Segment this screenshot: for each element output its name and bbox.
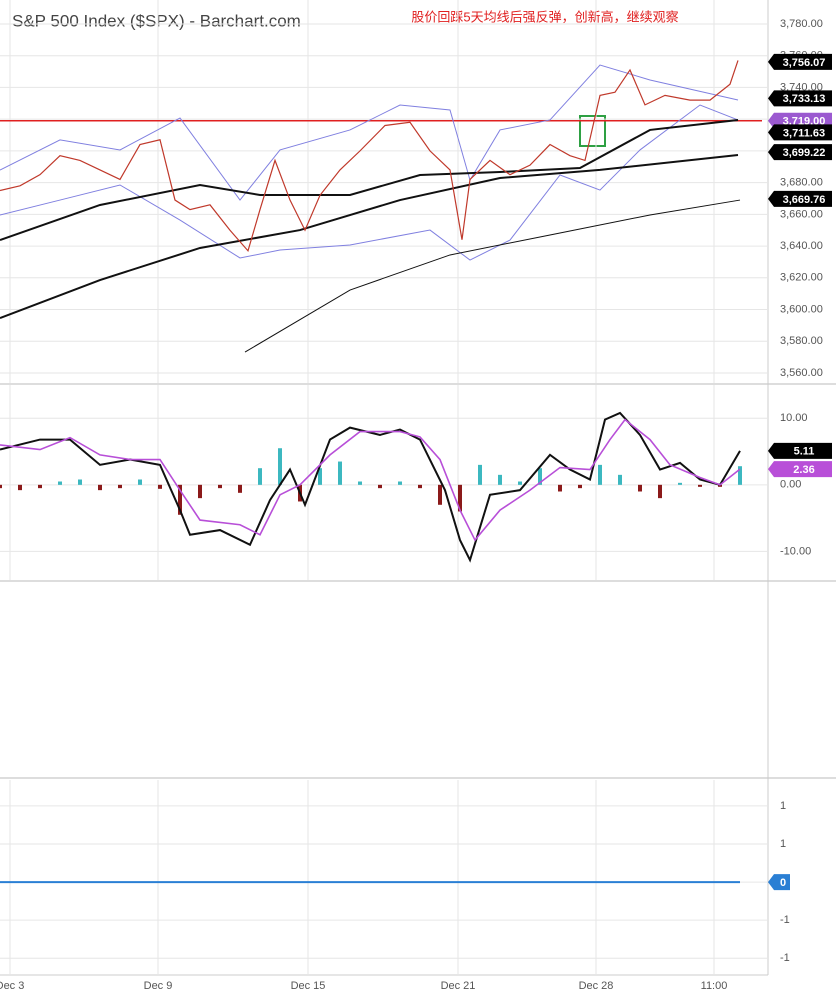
value-tag [768,461,832,478]
histogram-bar [598,464,602,485]
y-tick-label: 3,640.00 [780,240,823,252]
x-tick-label: Dec 28 [579,980,614,992]
y-tick-label: -1 [780,952,790,964]
histogram-bar [538,468,542,485]
histogram-bar [358,481,362,485]
value-tag [768,190,832,207]
x-tick-label: Dec 9 [144,980,173,992]
histogram-bar [0,484,2,489]
histogram-bar [158,484,162,489]
x-tick-label: Dec 15 [291,980,326,992]
histogram-bar [198,484,202,499]
histogram-bar [98,484,102,491]
x-tick-label: Dec 21 [441,980,476,992]
y-tick-label: 10.00 [780,412,808,424]
series-line [0,154,739,320]
value-tag [768,442,832,459]
histogram-bar [398,481,402,485]
histogram-bar [578,484,582,489]
histogram-bar [58,481,62,485]
y-tick-label: 3,580.00 [780,335,823,347]
histogram-bar [78,479,82,485]
value-tag [768,144,832,161]
y-tick-label: 0.00 [780,479,801,491]
y-tick-label: -10.00 [780,545,811,557]
histogram-bar [318,468,322,485]
value-tag-label: 0 [780,877,786,889]
value-tag [768,90,832,107]
histogram-bar [698,484,702,487]
chart-title: S&P 500 Index ($SPX) - Barchart.com [12,11,301,30]
y-tick-label: 3,680.00 [780,177,823,189]
histogram-bar [638,484,642,492]
histogram-bar [138,479,142,485]
series-line [0,118,739,241]
highlight-box [579,115,606,147]
annotation: 股价回踩5天均线后强反弹，创新高，继续观察 [411,9,678,24]
y-tick-label: -1 [780,914,790,926]
y-tick-label: 1 [780,800,786,812]
value-tag-label: 3,756.07 [783,57,826,69]
histogram-bar [218,484,222,489]
histogram-bar [478,464,482,485]
value-tag-label: 3,699.22 [783,147,826,159]
y-tick-label: 3,560.00 [780,367,823,379]
histogram-bar [678,482,682,485]
histogram-bar [238,484,242,493]
histogram-bar [518,481,522,485]
histogram-bar [18,484,22,491]
histogram-bar [338,461,342,485]
histogram-bar [258,468,262,485]
value-tag [768,874,790,891]
value-tag [768,53,832,70]
y-tick-label: 3,780.00 [780,18,823,30]
histogram-bar [498,474,502,485]
y-tick-label: 3,600.00 [780,303,823,315]
histogram-bar [738,466,742,485]
series-line [244,199,741,353]
x-tick-label: Dec 3 [0,980,24,992]
y-tick-label: 3,620.00 [780,272,823,284]
histogram-bar [278,448,282,485]
value-tag-label: 3,669.76 [783,194,826,206]
series-line [0,418,741,542]
value-tag-label: 2.36 [793,464,814,476]
value-tag [768,124,832,141]
histogram-bar [378,484,382,489]
y-tick-label: 3,660.00 [780,208,823,220]
histogram-bar [658,484,662,499]
x-tick-label: 11:00 [701,980,728,992]
histogram-bar [618,474,622,485]
histogram-bar [458,484,462,512]
histogram-bar [418,484,422,489]
histogram-bar [38,484,42,489]
value-tag-label: 5.11 [794,446,815,458]
histogram-bar [438,484,442,505]
histogram-bar [178,484,182,515]
histogram-bar [118,484,122,489]
value-tag-label: 3,711.63 [783,127,825,139]
histogram-bar [558,484,562,492]
y-tick-label: 1 [780,838,786,850]
series-line [0,64,739,201]
value-tag-label: 3,733.13 [783,93,826,105]
series-line [0,60,739,253]
